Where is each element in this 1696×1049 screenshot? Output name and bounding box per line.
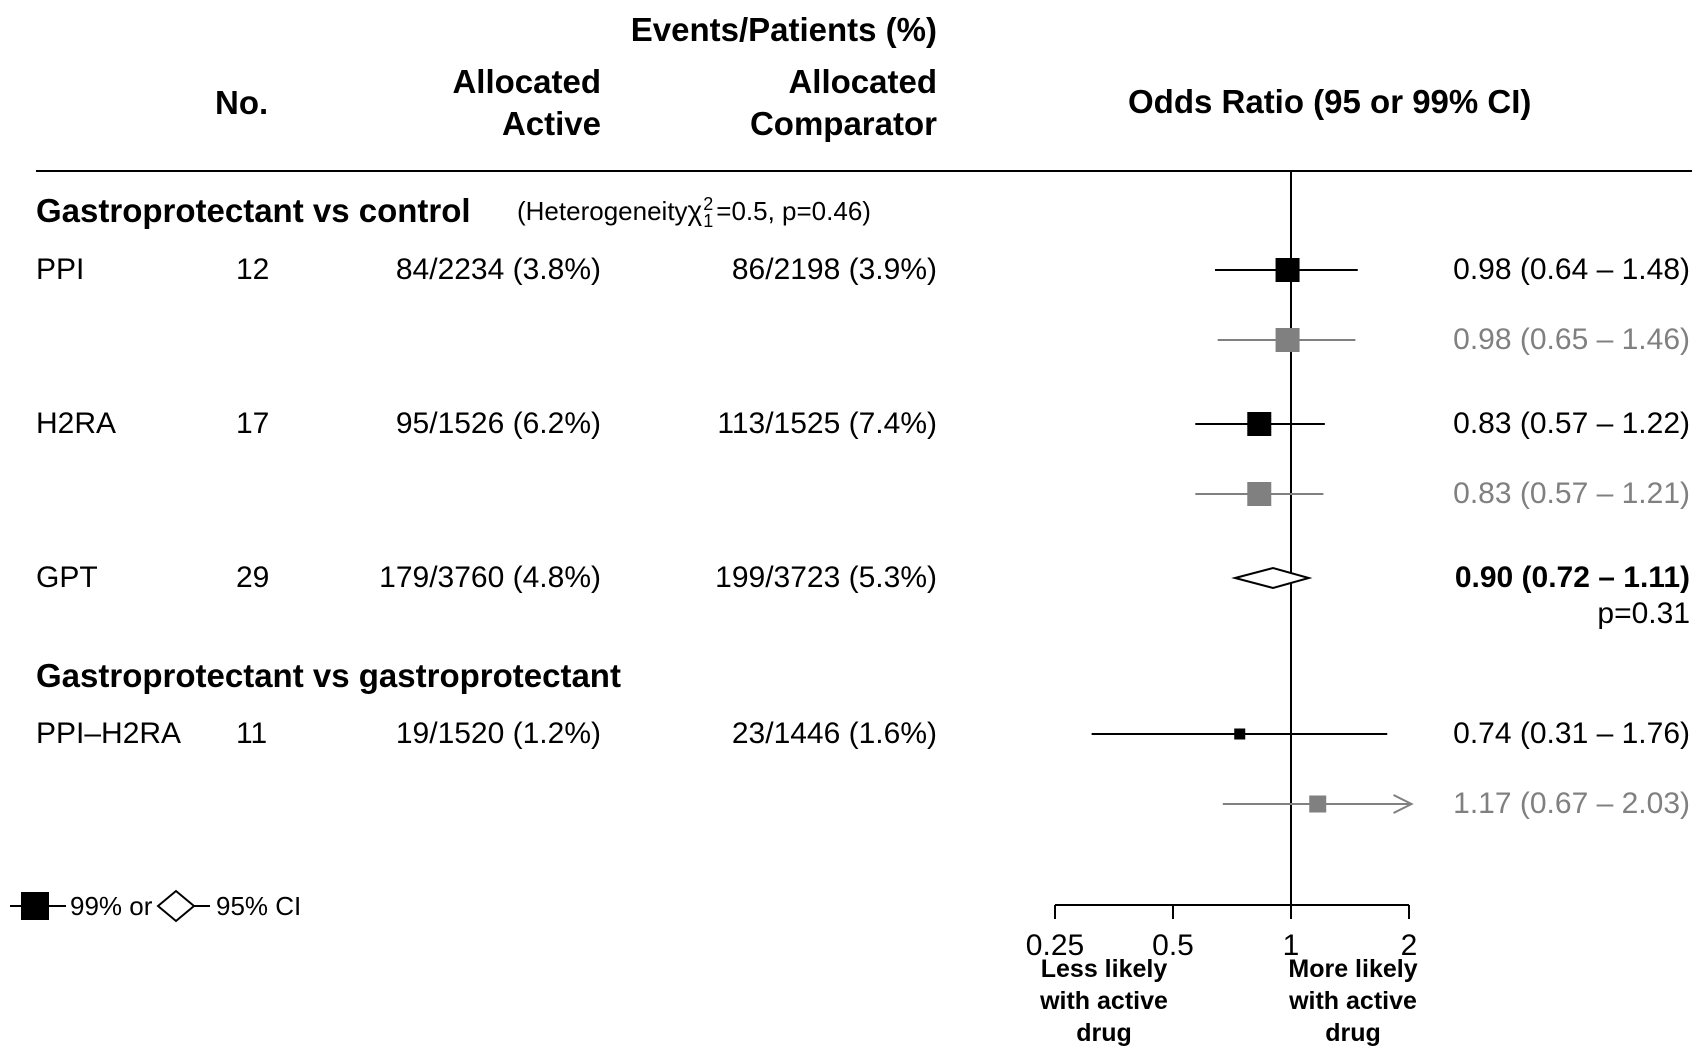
- x-tick-label: 2: [1400, 929, 1418, 962]
- row-odds-ratio-text: 0.83 (0.57 – 1.22): [1453, 407, 1690, 440]
- row-odds-ratio-text: 1.17 (0.67 – 2.03): [1453, 787, 1690, 820]
- less-likely-label: Less likely with active drug: [1040, 955, 1168, 1047]
- x-tick-label: 0.5: [1152, 929, 1194, 962]
- row-comparator-events: 23/1446 (1.6%): [731, 717, 937, 750]
- header-active-line2: Active: [501, 105, 601, 142]
- x-tick-label: 1: [1282, 929, 1300, 962]
- row-label: H2RA: [36, 407, 117, 440]
- more-likely-label: More likely with active drug: [1288, 955, 1418, 1047]
- estimate-box: [1234, 728, 1246, 740]
- row-label: PPI–H2RA: [36, 717, 182, 750]
- row-odds-ratio-text: 0.90 (0.72 – 1.11): [1454, 561, 1690, 594]
- row-trial-count: 11: [236, 717, 268, 750]
- estimate-box: [1275, 328, 1300, 352]
- summary-diamond: [1231, 566, 1313, 590]
- row-odds-ratio-text: 0.83 (0.57 – 1.21): [1453, 477, 1690, 510]
- header-active-line1: Allocated: [452, 63, 601, 100]
- header-no: No.: [215, 84, 269, 121]
- row-active-events: 19/1520 (1.2%): [395, 717, 601, 750]
- row-trial-count: 12: [236, 253, 270, 286]
- row-active-events: 95/1526 (6.2%): [395, 407, 601, 440]
- section-title-vs-control: Gastroprotectant vs control: [36, 192, 471, 229]
- row-comparator-events: 86/2198 (3.9%): [731, 253, 937, 286]
- legend-box-icon: [21, 892, 49, 920]
- row-odds-ratio-text: 0.98 (0.64 – 1.48): [1453, 253, 1690, 286]
- header-events-patients: Events/Patients (%): [630, 11, 937, 48]
- estimate-box: [1309, 795, 1327, 813]
- section-title-vs-gastroprotectant: Gastroprotectant vs gastroprotectant: [36, 657, 621, 694]
- header-comparator-line2: Comparator: [749, 105, 937, 142]
- row-label: PPI: [36, 253, 85, 286]
- heterogeneity-note: (Heterogeneityχ 2 1 =0.5, p=0.46): [517, 195, 871, 230]
- row-trial-count: 17: [236, 407, 270, 440]
- row-trial-count: 29: [236, 561, 270, 594]
- row-p-value: p=0.31: [1597, 597, 1690, 630]
- legend-diamond-icon: [156, 889, 196, 923]
- row-odds-ratio-text: 0.98 (0.65 – 1.46): [1453, 323, 1690, 356]
- legend-text-99: 99% or: [70, 891, 153, 921]
- heterogeneity-prefix: (Heterogeneity: [517, 196, 688, 226]
- x-tick-label: 0.25: [1025, 929, 1085, 962]
- estimate-box: [1247, 482, 1272, 506]
- row-comparator-events: 199/3723 (5.3%): [715, 561, 937, 594]
- row-comparator-events: 113/1525 (7.4%): [717, 407, 937, 440]
- heterogeneity-stats: =0.5, p=0.46): [716, 196, 871, 226]
- header-comparator-line1: Allocated: [788, 63, 937, 100]
- row-label: GPT: [36, 561, 98, 594]
- legend-text-95: 95% CI: [216, 891, 302, 921]
- estimate-box: [1247, 412, 1272, 436]
- row-active-events: 179/3760 (4.8%): [379, 561, 601, 594]
- row-odds-ratio-text: 0.74 (0.31 – 1.76): [1453, 717, 1690, 750]
- header-odds-ratio: Odds Ratio (95 or 99% CI): [1128, 83, 1532, 120]
- row-active-events: 84/2234 (3.8%): [395, 253, 601, 286]
- ci-arrow: [1393, 794, 1414, 814]
- estimate-box: [1275, 258, 1300, 282]
